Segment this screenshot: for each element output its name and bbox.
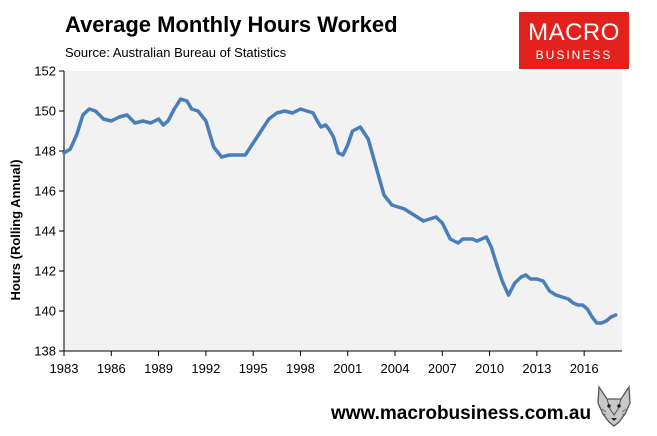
- logo-line-2: BUSINESS: [535, 48, 613, 62]
- series-line-0: [62, 97, 618, 325]
- y-axis-label: Hours (Rolling Annual): [8, 159, 23, 300]
- wolf-icon: [590, 382, 638, 430]
- x-tick-label: 1995: [239, 361, 268, 376]
- y-tick-label: 142: [34, 264, 56, 279]
- y-axis: 138 140 142 144 146 148 150 152: [34, 64, 65, 359]
- y-tick-label: 138: [34, 344, 56, 359]
- x-tick-label: 1998: [286, 361, 315, 376]
- series-layer: [62, 97, 618, 325]
- x-tick-label: 1989: [144, 361, 173, 376]
- x-tick-label: 1983: [50, 361, 79, 376]
- y-tick-label: 152: [34, 64, 56, 79]
- x-tick-label: 2010: [475, 361, 504, 376]
- y-tick-label: 146: [34, 184, 56, 199]
- chart-subtitle: Source: Australian Bureau of Statistics: [65, 45, 287, 60]
- macrobusiness-logo[interactable]: MACRO BUSINESS: [519, 12, 629, 69]
- x-tick-label: 1986: [97, 361, 126, 376]
- y-tick-label: 144: [34, 224, 56, 239]
- x-tick-label: 2013: [522, 361, 551, 376]
- y-tick-label: 140: [34, 304, 56, 319]
- x-tick-label: 2016: [570, 361, 599, 376]
- x-tick-label: 2007: [428, 361, 457, 376]
- y-tick-label: 150: [34, 104, 56, 119]
- website-url[interactable]: www.macrobusiness.com.au: [331, 403, 592, 424]
- x-tick-label: 2001: [333, 361, 362, 376]
- chart-title: Average Monthly Hours Worked: [65, 12, 398, 37]
- x-axis: 1983 1986 1989 1992 1995 1998 2001 2004 2007 2010…: [50, 350, 622, 376]
- x-tick-label: 1992: [191, 361, 220, 376]
- plot-area: [64, 71, 622, 351]
- logo-line-1: MACRO: [528, 19, 620, 46]
- y-tick-label: 148: [34, 144, 56, 159]
- x-tick-label: 2004: [381, 361, 410, 376]
